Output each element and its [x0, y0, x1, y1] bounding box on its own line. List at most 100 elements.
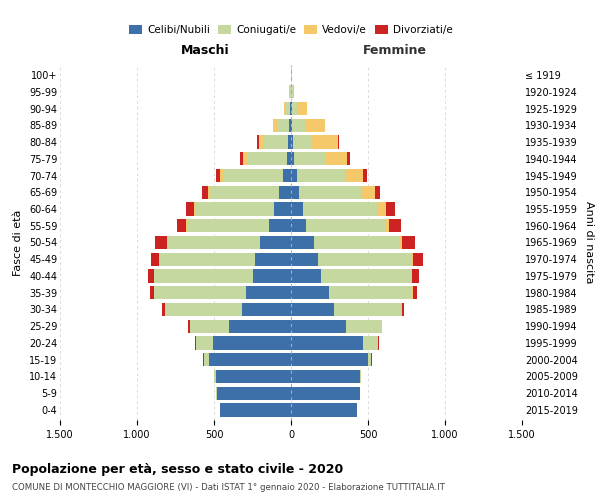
Bar — [190, 320, 229, 333]
Bar — [402, 303, 404, 316]
Bar — [291, 252, 319, 266]
Bar — [291, 152, 294, 166]
Bar — [165, 303, 242, 316]
Bar — [338, 136, 340, 148]
Bar — [363, 169, 367, 182]
Bar — [291, 336, 363, 349]
Bar — [363, 336, 378, 349]
Bar — [294, 152, 325, 166]
Bar — [346, 320, 381, 333]
Text: Maschi: Maschi — [181, 44, 230, 58]
Bar — [277, 118, 289, 132]
Bar — [280, 186, 291, 199]
Bar — [291, 303, 334, 316]
Bar — [291, 353, 368, 366]
Bar — [209, 353, 291, 366]
Text: Popolazione per età, sesso e stato civile - 2020: Popolazione per età, sesso e stato civil… — [12, 462, 343, 475]
Bar — [360, 370, 361, 383]
Bar — [377, 202, 386, 215]
Bar — [203, 353, 209, 366]
Bar — [255, 252, 291, 266]
Bar — [412, 270, 419, 282]
Bar — [241, 152, 243, 166]
Bar — [154, 286, 245, 300]
Bar — [214, 370, 217, 383]
Bar — [400, 236, 403, 249]
Bar — [291, 202, 303, 215]
Bar — [311, 136, 338, 148]
Bar — [288, 136, 291, 148]
Bar — [291, 286, 329, 300]
Bar — [287, 152, 291, 166]
Bar — [253, 270, 291, 282]
Bar — [374, 186, 380, 199]
Bar — [292, 118, 305, 132]
Bar — [386, 202, 395, 215]
Bar — [285, 102, 290, 115]
Bar — [403, 236, 415, 249]
Bar — [208, 186, 210, 199]
Bar — [187, 219, 269, 232]
Bar — [257, 136, 259, 148]
Bar — [195, 202, 274, 215]
Bar — [292, 85, 293, 98]
Bar — [274, 202, 291, 215]
Y-axis label: Anni di nascita: Anni di nascita — [584, 201, 595, 284]
Bar — [306, 219, 385, 232]
Bar — [274, 118, 277, 132]
Bar — [220, 169, 223, 182]
Bar — [289, 118, 291, 132]
Bar — [151, 252, 159, 266]
Bar — [385, 219, 389, 232]
Bar — [194, 202, 195, 215]
Bar — [284, 102, 285, 115]
Bar — [210, 186, 280, 199]
Bar — [334, 303, 401, 316]
Bar — [215, 169, 220, 182]
Bar — [213, 336, 291, 349]
Bar — [167, 236, 260, 249]
Bar — [361, 186, 374, 199]
Bar — [291, 270, 322, 282]
Bar — [245, 286, 291, 300]
Bar — [188, 320, 190, 333]
Bar — [291, 118, 292, 132]
Bar — [322, 270, 410, 282]
Bar — [319, 252, 410, 266]
Legend: Celibi/Nubili, Coniugati/e, Vedovi/e, Divorziati/e: Celibi/Nubili, Coniugati/e, Vedovi/e, Di… — [125, 20, 457, 39]
Bar — [291, 136, 293, 148]
Bar — [186, 219, 187, 232]
Bar — [159, 252, 255, 266]
Bar — [410, 270, 412, 282]
Bar — [299, 186, 361, 199]
Bar — [272, 118, 274, 132]
Bar — [291, 169, 297, 182]
Bar — [223, 169, 283, 182]
Bar — [291, 386, 360, 400]
Bar — [260, 236, 291, 249]
Bar — [247, 152, 287, 166]
Bar — [196, 336, 213, 349]
Bar — [263, 136, 288, 148]
Bar — [293, 85, 295, 98]
Bar — [243, 152, 247, 166]
Bar — [412, 286, 413, 300]
Bar — [346, 169, 363, 182]
Bar — [401, 303, 402, 316]
Bar — [283, 169, 291, 182]
Bar — [291, 370, 360, 383]
Text: COMUNE DI MONTECCHIO MAGGIORE (VI) - Dati ISTAT 1° gennaio 2020 - Elaborazione T: COMUNE DI MONTECCHIO MAGGIORE (VI) - Dat… — [12, 482, 445, 492]
Bar — [216, 386, 217, 400]
Bar — [217, 370, 291, 383]
Bar — [325, 152, 347, 166]
Bar — [389, 219, 401, 232]
Bar — [329, 286, 412, 300]
Bar — [303, 202, 377, 215]
Bar — [177, 219, 186, 232]
Bar — [155, 236, 167, 249]
Bar — [298, 102, 307, 115]
Bar — [292, 102, 298, 115]
Text: Femmine: Femmine — [363, 44, 427, 58]
Bar — [368, 353, 371, 366]
Bar — [154, 270, 253, 282]
